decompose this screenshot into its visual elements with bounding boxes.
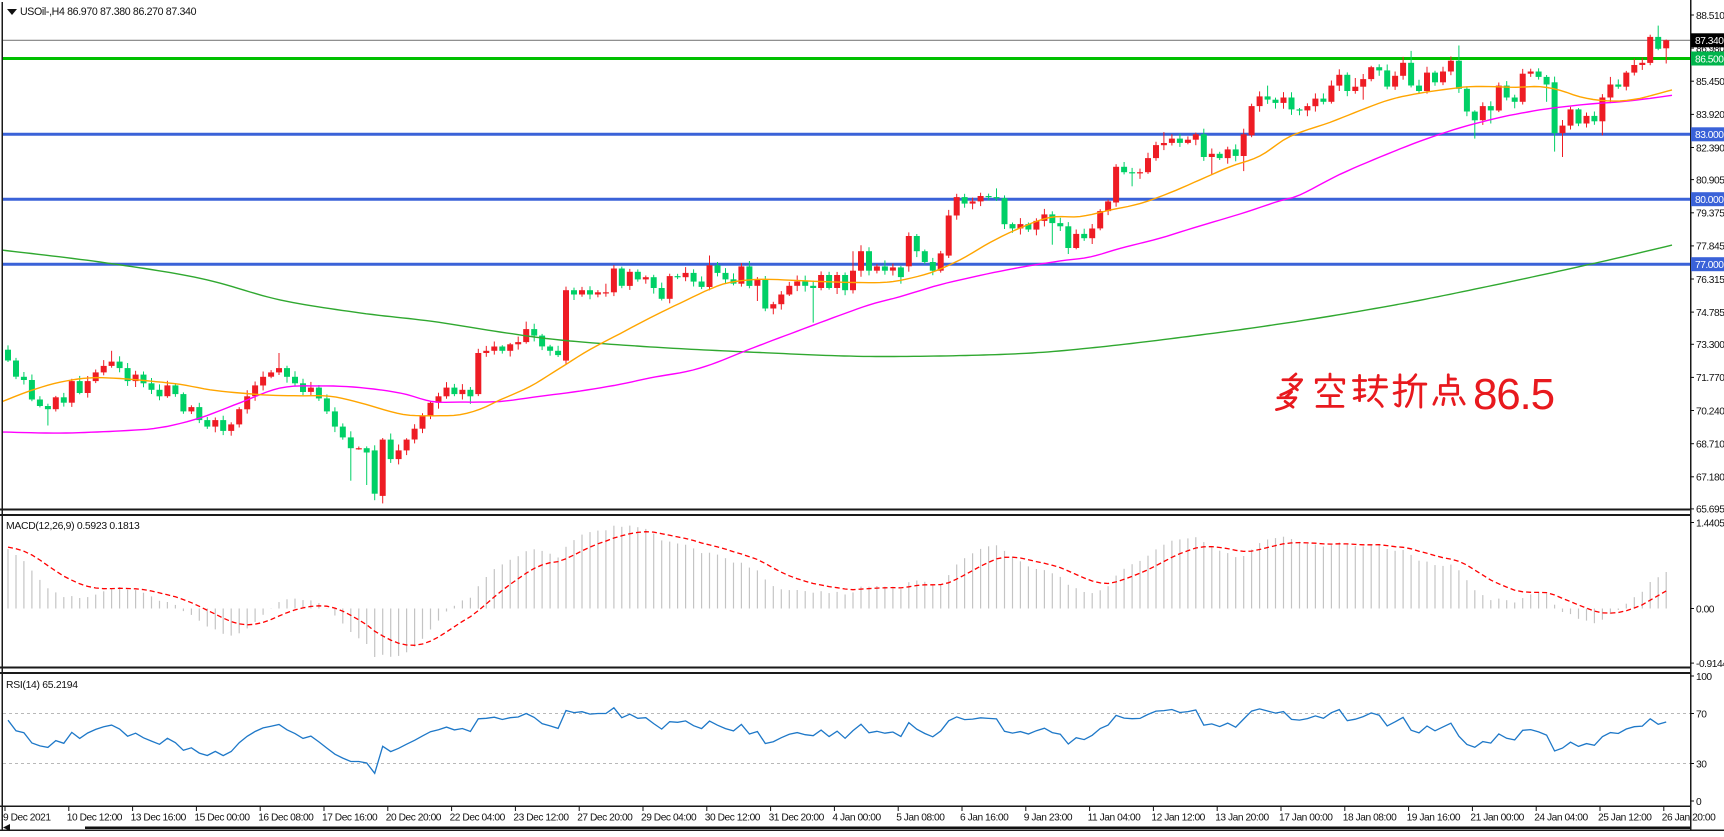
- svg-text:20 Dec 20:00: 20 Dec 20:00: [386, 813, 442, 824]
- svg-text:30 Dec 12:00: 30 Dec 12:00: [705, 813, 761, 824]
- svg-text:17 Jan 00:00: 17 Jan 00:00: [1279, 813, 1333, 824]
- svg-text:USOil-,H4 86.970 87.380 86.27: USOil-,H4 86.970 87.380 86.270 87.340: [20, 6, 197, 18]
- svg-text:80.000: 80.000: [1695, 195, 1724, 206]
- svg-text:73.300: 73.300: [1696, 340, 1724, 351]
- svg-text:22 Dec 04:00: 22 Dec 04:00: [450, 813, 506, 824]
- svg-text:76.315: 76.315: [1696, 275, 1724, 286]
- svg-text:87.340: 87.340: [1695, 36, 1724, 47]
- svg-text:30: 30: [1696, 759, 1707, 770]
- svg-text:67.180: 67.180: [1696, 473, 1724, 484]
- svg-text:18 Jan 08:00: 18 Jan 08:00: [1343, 813, 1397, 824]
- svg-text:4 Jan 00:00: 4 Jan 00:00: [832, 813, 881, 824]
- svg-text:24 Jan 04:00: 24 Jan 04:00: [1534, 813, 1588, 824]
- svg-text:0.00: 0.00: [1696, 604, 1715, 615]
- svg-text:0: 0: [1696, 797, 1702, 808]
- svg-text:85.450: 85.450: [1696, 77, 1724, 88]
- svg-text:80.905: 80.905: [1696, 175, 1724, 186]
- svg-text:9 Jan 23:00: 9 Jan 23:00: [1024, 813, 1073, 824]
- svg-text:10 Dec 12:00: 10 Dec 12:00: [67, 813, 123, 824]
- svg-text:1.4405: 1.4405: [1696, 518, 1724, 529]
- svg-text:100: 100: [1696, 672, 1712, 683]
- svg-text:83.000: 83.000: [1695, 130, 1724, 141]
- svg-text:74.785: 74.785: [1696, 308, 1724, 319]
- svg-text:5 Jan 08:00: 5 Jan 08:00: [896, 813, 945, 824]
- svg-text:13 Dec 16:00: 13 Dec 16:00: [131, 813, 187, 824]
- svg-text:13 Jan 20:00: 13 Jan 20:00: [1215, 813, 1269, 824]
- svg-text:15 Dec 00:00: 15 Dec 00:00: [194, 813, 250, 824]
- svg-text:25 Jan 12:00: 25 Jan 12:00: [1598, 813, 1652, 824]
- svg-text:79.375: 79.375: [1696, 209, 1724, 220]
- svg-text:86.980: 86.980: [1696, 44, 1724, 55]
- svg-text:71.770: 71.770: [1696, 373, 1724, 384]
- svg-text:27 Dec 20:00: 27 Dec 20:00: [577, 813, 633, 824]
- svg-text:77.000: 77.000: [1695, 260, 1724, 271]
- svg-text:70: 70: [1696, 709, 1707, 720]
- svg-text:21 Jan 00:00: 21 Jan 00:00: [1470, 813, 1524, 824]
- svg-text:65.695: 65.695: [1696, 505, 1724, 516]
- svg-text:29 Dec 04:00: 29 Dec 04:00: [641, 813, 697, 824]
- svg-text:6 Jan 16:00: 6 Jan 16:00: [960, 813, 1009, 824]
- svg-text:19 Jan 16:00: 19 Jan 16:00: [1407, 813, 1461, 824]
- svg-text:77.845: 77.845: [1696, 242, 1724, 253]
- svg-text:88.510: 88.510: [1696, 11, 1724, 22]
- svg-text:86.500: 86.500: [1695, 54, 1724, 65]
- svg-text:9 Dec 2021: 9 Dec 2021: [3, 813, 51, 824]
- svg-text:RSI(14) 65.2194: RSI(14) 65.2194: [6, 680, 78, 691]
- svg-text:12 Jan 12:00: 12 Jan 12:00: [1151, 813, 1205, 824]
- svg-text:26 Jan 20:00: 26 Jan 20:00: [1662, 813, 1716, 824]
- svg-text:16 Dec 08:00: 16 Dec 08:00: [258, 813, 314, 824]
- svg-text:-0.9144: -0.9144: [1696, 659, 1724, 670]
- svg-text:86.5: 86.5: [1473, 370, 1554, 419]
- svg-text:82.390: 82.390: [1696, 143, 1724, 154]
- svg-text:70.240: 70.240: [1696, 406, 1724, 417]
- svg-text:MACD(12,26,9) 0.5923 0.1813: MACD(12,26,9) 0.5923 0.1813: [6, 521, 140, 532]
- svg-text:11 Jan 04:00: 11 Jan 04:00: [1088, 813, 1142, 824]
- svg-text:68.710: 68.710: [1696, 440, 1724, 451]
- svg-text:17 Dec 16:00: 17 Dec 16:00: [322, 813, 378, 824]
- svg-text:31 Dec 20:00: 31 Dec 20:00: [769, 813, 825, 824]
- svg-text:23 Dec 12:00: 23 Dec 12:00: [513, 813, 569, 824]
- svg-text:83.920: 83.920: [1696, 110, 1724, 121]
